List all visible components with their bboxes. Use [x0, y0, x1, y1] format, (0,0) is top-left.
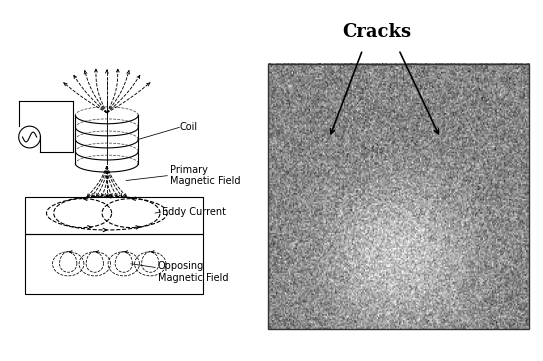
Text: Coil: Coil [179, 122, 198, 132]
Text: Primary
Magnetic Field: Primary Magnetic Field [169, 165, 240, 187]
Text: Eddy Current: Eddy Current [162, 207, 226, 217]
Bar [25, 197, 204, 234]
Bar [25, 234, 204, 294]
Text: Cracks: Cracks [342, 23, 411, 41]
Bar [268, 64, 529, 329]
Text: Opposing
Magnetic Field: Opposing Magnetic Field [157, 261, 228, 283]
